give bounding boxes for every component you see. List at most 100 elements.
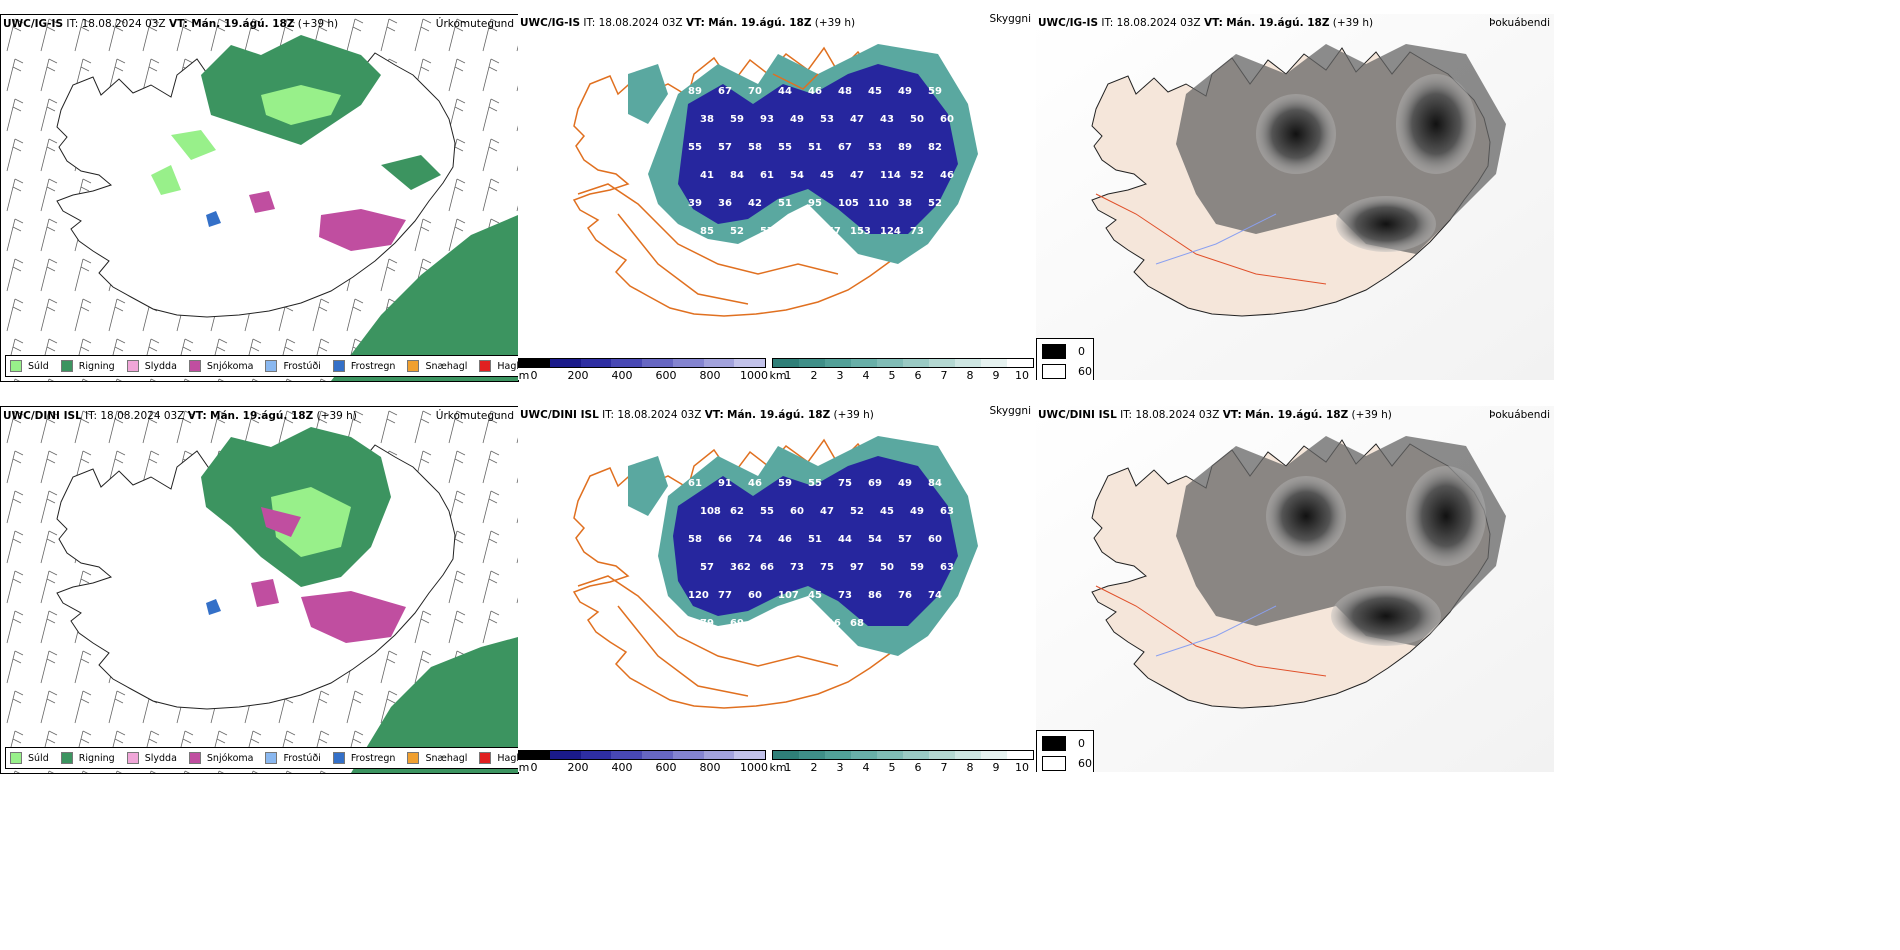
cloud-labels-2: 61 91 46 59 55 75 69 49 84 108 62 55 60 47 52 45 49 63 58 6… bbox=[688, 478, 954, 629]
cloud-base-label: 153 bbox=[850, 226, 871, 237]
cloud-base-label: 45 bbox=[808, 590, 822, 601]
colorbar-tick: 800 bbox=[699, 369, 721, 380]
colorbar-tick: 3 bbox=[836, 369, 844, 380]
ceiling-map-1 bbox=[573, 44, 978, 317]
visibility-colorbar: km 1 2 3 4 5 6 7 8 9 10 bbox=[769, 750, 1034, 772]
cloud-base-label: 67 bbox=[718, 86, 732, 97]
cloud-base-label: 45 bbox=[880, 506, 894, 517]
fog-panel-2: UWC/DINI ISL IT: 18.08.2024 03Z VT: Mán.… bbox=[1036, 406, 1554, 772]
cloud-base-label: 49 bbox=[898, 478, 912, 489]
colorbar-tick: 10 bbox=[1015, 369, 1029, 380]
cloud-base-label: 59 bbox=[730, 114, 744, 125]
colorbar-tick: 200 bbox=[567, 369, 589, 380]
panel-title: UWC/IG-IS IT: 18.08.2024 03Z VT: Mán. 19… bbox=[3, 18, 339, 30]
cloud-base-label: 362 bbox=[730, 562, 751, 573]
colorbar-tick: 2 bbox=[810, 369, 818, 380]
cloud-base-label: 59 bbox=[778, 478, 792, 489]
colorbar-tick: 9 bbox=[992, 369, 1000, 380]
visibility-colorbar: km 1 2 3 4 5 6 7 8 9 10 bbox=[769, 358, 1034, 380]
cloud-base-label: 49 bbox=[910, 506, 924, 517]
cloud-base-label: 61 bbox=[688, 478, 702, 489]
cloud-base-label: 52 bbox=[730, 226, 744, 237]
cloud-base-label: 61 bbox=[760, 170, 774, 181]
cloud-base-label: 107 bbox=[778, 590, 799, 601]
cloud-base-label: 51 bbox=[808, 534, 822, 545]
colorbar-tick: 7 bbox=[940, 369, 948, 380]
cloud-base-label: 62 bbox=[730, 506, 744, 517]
cloud-base-label: 50 bbox=[880, 562, 894, 573]
cloud-base-label: 74 bbox=[928, 590, 942, 601]
ceiling-panel-1: 89 67 70 44 46 48 45 49 59 38 59 93 49 53 47 43 50 60 55 57… bbox=[518, 14, 1035, 380]
legend-swatch bbox=[60, 360, 73, 372]
cloud-base-label: 52 bbox=[910, 170, 924, 181]
cloud-base-label: 63 bbox=[940, 506, 954, 517]
cloud-base-label: 57 bbox=[760, 226, 774, 237]
fog-legend: 0 60 bbox=[1036, 338, 1094, 380]
cloud-base-label: 73 bbox=[910, 226, 924, 237]
cloud-base-label: 76 bbox=[898, 590, 912, 601]
legend-item: Rigning bbox=[60, 752, 115, 764]
cloud-base-label: 47 bbox=[850, 114, 864, 125]
cloud-base-label: 60 bbox=[790, 506, 804, 517]
legend-item: Súld bbox=[10, 752, 49, 764]
colorbar-tick: 10 bbox=[1015, 761, 1029, 772]
cloud-base-label: 58 bbox=[748, 142, 762, 153]
colorbar-tick: 2 bbox=[810, 761, 818, 772]
cloud-base-label: 74 bbox=[748, 534, 762, 545]
cloud-base-label: 69 bbox=[868, 478, 882, 489]
precip-map-2 bbox=[1, 407, 518, 773]
cloud-base-label: 75 bbox=[820, 562, 834, 573]
colorbar-tick: 1000 bbox=[740, 369, 768, 380]
legend-swatch bbox=[332, 752, 345, 764]
cloud-base-label: 108 bbox=[700, 506, 721, 517]
colorbar-unit: km bbox=[769, 369, 787, 380]
cloud-base-label: 114 bbox=[880, 170, 901, 181]
cloud-base-label: 116 bbox=[820, 618, 841, 629]
legend-item: Haglél bbox=[479, 360, 518, 372]
cloud-base-label: 46 bbox=[808, 86, 822, 97]
visibility-ticks: km 1 2 3 4 5 6 7 8 9 10 bbox=[769, 760, 1034, 772]
cloud-base-label: 51 bbox=[808, 142, 822, 153]
panel-title: UWC/DINI ISL IT: 18.08.2024 03Z VT: Mán.… bbox=[520, 409, 874, 421]
cloud-base-label: 58 bbox=[688, 534, 702, 545]
cloud-base-label: 57 bbox=[898, 534, 912, 545]
cloud-base-label: 55 bbox=[688, 142, 702, 153]
ceiling-panel-2: 61 91 46 59 55 75 69 49 84 108 62 55 60 47 52 45 49 63 58 6… bbox=[518, 406, 1035, 772]
cloud-base-label: 54 bbox=[790, 170, 804, 181]
legend-item: Slydda bbox=[126, 752, 177, 764]
fog-swatch-low bbox=[1042, 344, 1066, 359]
legend-swatch bbox=[407, 360, 420, 372]
cloud-base-colorbar: m 0 200 400 600 800 1000 bbox=[518, 358, 768, 380]
colorbar-tick: 400 bbox=[611, 761, 633, 772]
legend-swatch bbox=[126, 360, 139, 372]
cloud-base-label: 52 bbox=[850, 506, 864, 517]
cloud-base-label: 55 bbox=[808, 478, 822, 489]
fog-map-1 bbox=[1036, 14, 1554, 380]
cloud-base-label: 89 bbox=[898, 142, 912, 153]
cloud-base-label: 47 bbox=[850, 170, 864, 181]
cloud-base-label: 61 bbox=[760, 618, 774, 629]
cloud-base-label: 44 bbox=[838, 534, 852, 545]
cloud-base-label: 46 bbox=[778, 534, 792, 545]
cloud-base-label: 46 bbox=[748, 478, 762, 489]
cloud-base-label: 45 bbox=[868, 86, 882, 97]
cloud-base-label: 79 bbox=[700, 618, 714, 629]
cloud-base-label: 85 bbox=[700, 226, 714, 237]
legend-item: Snjókoma bbox=[188, 360, 253, 372]
cloud-base-label: 89 bbox=[688, 86, 702, 97]
cloud-base-label: 82 bbox=[928, 142, 942, 153]
colorbar-tick: 600 bbox=[655, 369, 677, 380]
cloud-base-label: 51 bbox=[778, 198, 792, 209]
colorbar-tick: 8 bbox=[966, 369, 974, 380]
legend-swatch bbox=[188, 360, 201, 372]
colorbar-tick: 400 bbox=[611, 369, 633, 380]
cloud-base-label: 60 bbox=[940, 114, 954, 125]
legend-item: Snæhagl bbox=[407, 752, 467, 764]
cloud-base-label: 86 bbox=[868, 590, 882, 601]
cloud-base-label: 75 bbox=[838, 478, 852, 489]
cloud-base-label: 45 bbox=[820, 170, 834, 181]
colorbar-tick: 6 bbox=[914, 369, 922, 380]
panel-type-label: Skyggni bbox=[989, 14, 1032, 25]
legend-swatch bbox=[188, 752, 201, 764]
colorbar-tick: 0 bbox=[530, 369, 538, 380]
